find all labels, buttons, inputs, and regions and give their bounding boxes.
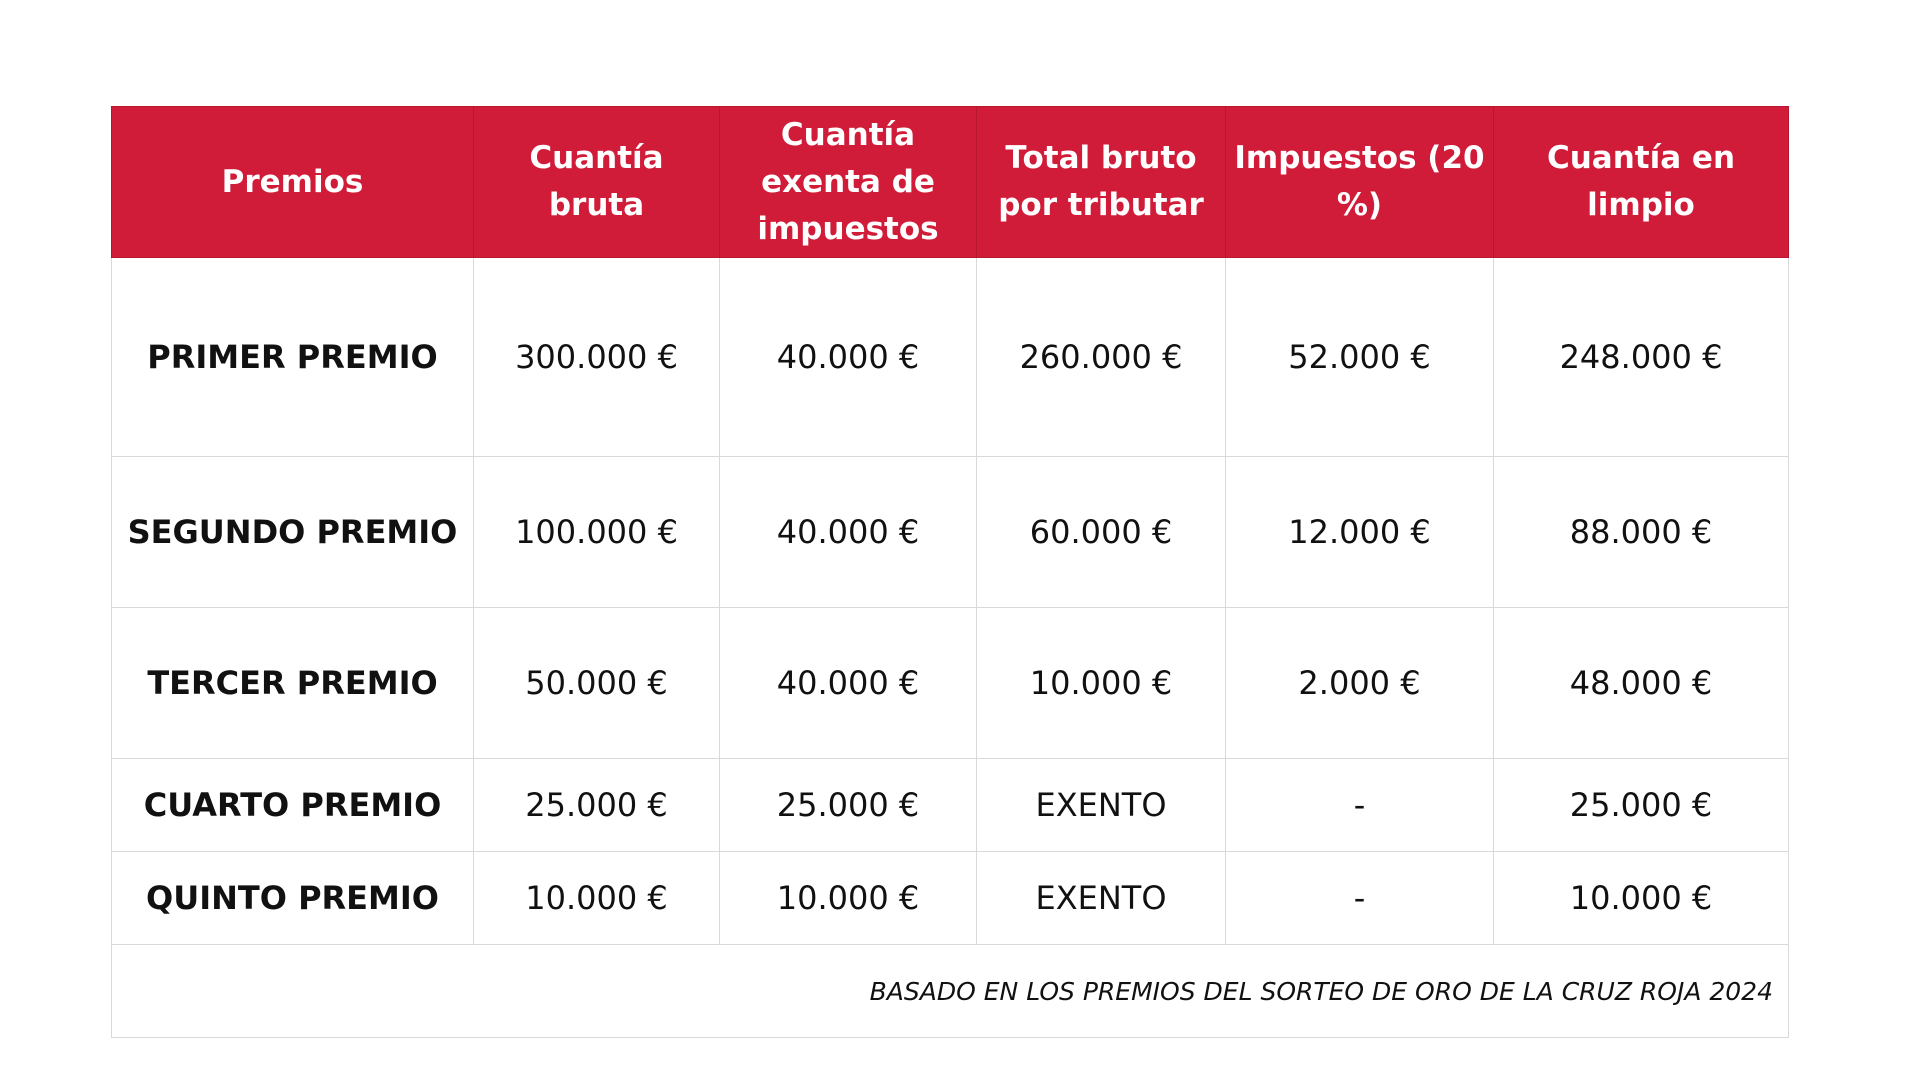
table-row: PRIMER PREMIO 300.000 € 40.000 € 260.000… (111, 257, 1789, 457)
footnote-row: BASADO EN LOS PREMIOS DEL SORTEO DE ORO … (111, 944, 1789, 1038)
gross-amount-cell: 10.000 € (473, 851, 720, 945)
source-footnote: BASADO EN LOS PREMIOS DEL SORTEO DE ORO … (111, 944, 1789, 1038)
prize-table-container: Premios Cuantía bruta Cuantía exenta de … (111, 106, 1789, 1038)
prize-name-cell: PRIMER PREMIO (111, 257, 474, 457)
header-cuantia-limpio: Cuantía en limpio (1493, 106, 1789, 258)
table-header-row: Premios Cuantía bruta Cuantía exenta de … (111, 106, 1789, 258)
prize-tax-table: Premios Cuantía bruta Cuantía exenta de … (111, 106, 1789, 1038)
taxable-amount-cell: 260.000 € (976, 257, 1226, 457)
taxable-amount-cell: EXENTO (976, 758, 1226, 852)
exempt-amount-cell: 25.000 € (719, 758, 977, 852)
taxable-amount-cell: 10.000 € (976, 607, 1226, 759)
table-row: TERCER PREMIO 50.000 € 40.000 € 10.000 €… (111, 607, 1789, 759)
tax-cell: 52.000 € (1225, 257, 1494, 457)
exempt-amount-cell: 40.000 € (719, 456, 977, 608)
header-impuestos: Impuestos (20 %) (1225, 106, 1494, 258)
net-amount-cell: 25.000 € (1493, 758, 1789, 852)
prize-name-cell: CUARTO PREMIO (111, 758, 474, 852)
gross-amount-cell: 300.000 € (473, 257, 720, 457)
header-premios: Premios (111, 106, 474, 258)
gross-amount-cell: 100.000 € (473, 456, 720, 608)
table-row: SEGUNDO PREMIO 100.000 € 40.000 € 60.000… (111, 456, 1789, 608)
table-row: QUINTO PREMIO 10.000 € 10.000 € EXENTO -… (111, 851, 1789, 945)
exempt-amount-cell: 40.000 € (719, 607, 977, 759)
tax-cell: 2.000 € (1225, 607, 1494, 759)
prize-name-cell: SEGUNDO PREMIO (111, 456, 474, 608)
prize-name-cell: QUINTO PREMIO (111, 851, 474, 945)
tax-cell: 12.000 € (1225, 456, 1494, 608)
net-amount-cell: 88.000 € (1493, 456, 1789, 608)
net-amount-cell: 10.000 € (1493, 851, 1789, 945)
taxable-amount-cell: EXENTO (976, 851, 1226, 945)
net-amount-cell: 48.000 € (1493, 607, 1789, 759)
header-cuantia-exenta: Cuantía exenta de impuestos (719, 106, 977, 258)
prize-name-cell: TERCER PREMIO (111, 607, 474, 759)
header-cuantia-bruta: Cuantía bruta (473, 106, 720, 258)
exempt-amount-cell: 10.000 € (719, 851, 977, 945)
table-row: CUARTO PREMIO 25.000 € 25.000 € EXENTO -… (111, 758, 1789, 852)
gross-amount-cell: 50.000 € (473, 607, 720, 759)
exempt-amount-cell: 40.000 € (719, 257, 977, 457)
gross-amount-cell: 25.000 € (473, 758, 720, 852)
taxable-amount-cell: 60.000 € (976, 456, 1226, 608)
tax-cell: - (1225, 758, 1494, 852)
tax-cell: - (1225, 851, 1494, 945)
net-amount-cell: 248.000 € (1493, 257, 1789, 457)
header-total-bruto: Total bruto por tributar (976, 106, 1226, 258)
